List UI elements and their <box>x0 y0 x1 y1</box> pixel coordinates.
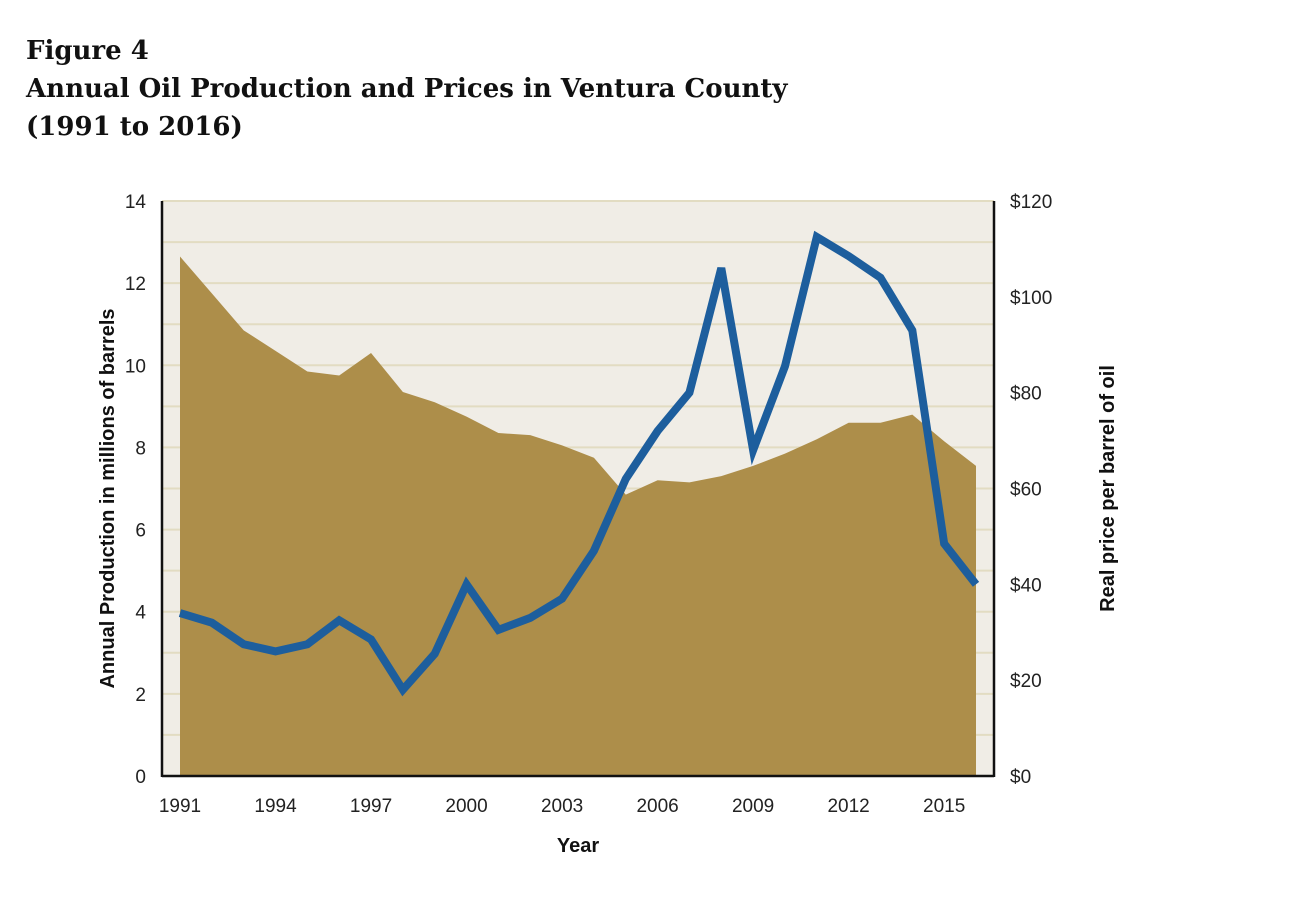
right-tick-label: $80 <box>1010 384 1042 405</box>
left-tick-label: 6 <box>135 521 146 542</box>
x-tick-label: 2006 <box>636 796 678 817</box>
x-tick-label: 1991 <box>159 796 201 817</box>
left-tick-label: 0 <box>135 767 146 788</box>
x-tick-label: 2012 <box>827 796 869 817</box>
figure-title: Annual Oil Production and Prices in Vent… <box>26 74 788 104</box>
x-tick-label: 2003 <box>541 796 583 817</box>
left-tick-label: 14 <box>125 192 147 213</box>
right-tick-label: $120 <box>1010 192 1052 213</box>
figure-title-block: Figure 4 Annual Oil Production and Price… <box>26 32 788 146</box>
figure-subtitle: (1991 to 2016) <box>26 112 243 142</box>
right-axis-title: Real price per barrel of oil <box>1097 365 1119 612</box>
x-tick-label: 2009 <box>732 796 774 817</box>
right-tick-label: $40 <box>1010 575 1042 596</box>
right-tick-label: $100 <box>1010 288 1052 309</box>
right-tick-label: $20 <box>1010 671 1042 692</box>
left-tick-label: 10 <box>125 356 146 377</box>
left-tick-label: 2 <box>135 685 146 706</box>
figure-label: Figure 4 <box>26 36 149 66</box>
x-tick-label: 2000 <box>445 796 487 817</box>
x-tick-label: 2015 <box>923 796 965 817</box>
left-axis-ticks: 0 2 4 6 8 10 12 14 <box>125 192 147 788</box>
axes <box>160 201 996 778</box>
x-axis-ticks: 1991 1994 1997 2000 2003 2006 2009 2012 2015 <box>159 796 965 817</box>
x-tick-label: 1994 <box>254 796 297 817</box>
left-tick-label: 4 <box>135 603 146 624</box>
x-axis-title: Year <box>557 835 599 857</box>
left-tick-label: 12 <box>125 274 146 295</box>
x-tick-label: 1997 <box>350 796 392 817</box>
right-tick-label: $0 <box>1010 767 1031 788</box>
left-tick-label: 8 <box>135 438 146 459</box>
price-line <box>178 230 980 697</box>
right-tick-label: $60 <box>1010 480 1042 501</box>
left-axis-title: Annual Production in millions of barrels <box>97 308 119 688</box>
right-axis-ticks: $0 $20 $40 $60 $80 $100 $120 <box>1010 192 1052 788</box>
